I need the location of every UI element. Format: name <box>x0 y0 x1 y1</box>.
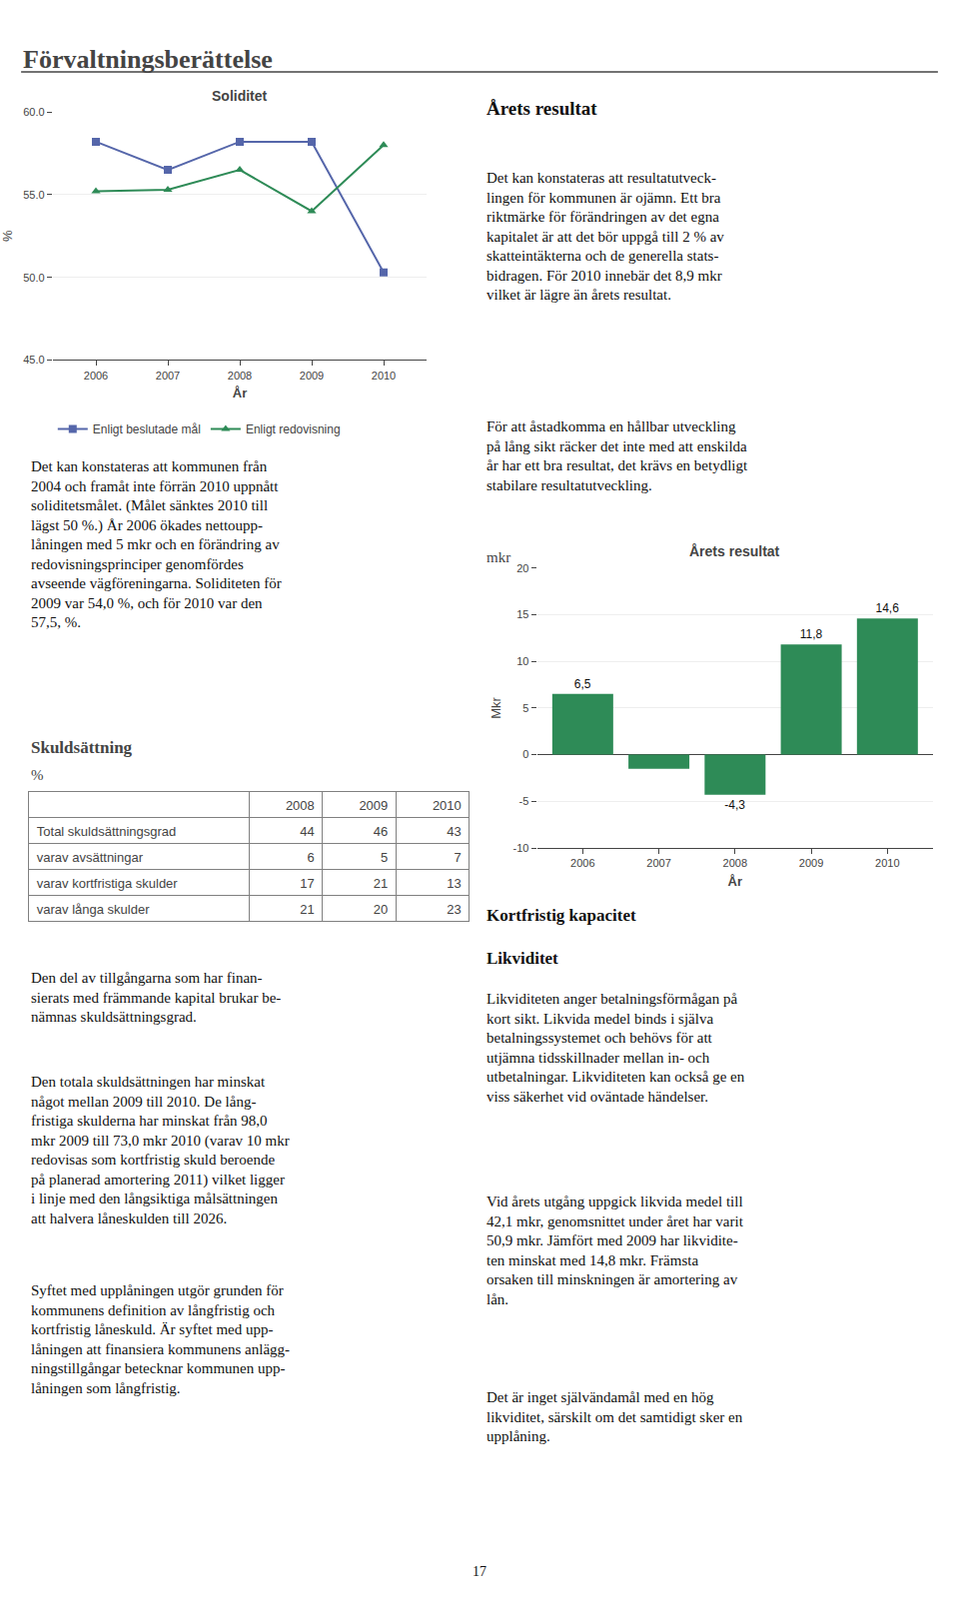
svg-text:7: 7 <box>454 850 462 866</box>
svg-text:För att åstadkomma en hållbar: För att åstadkomma en hållbar utveckling… <box>486 418 749 494</box>
svg-text:21: 21 <box>373 876 388 892</box>
svg-text:Den totala skuldsättningen har: Den totala skuldsättningen har minskatnå… <box>30 1073 290 1227</box>
svg-text:20: 20 <box>373 902 388 918</box>
svg-text:11,8: 11,8 <box>800 627 824 642</box>
svg-text:55.0: 55.0 <box>22 188 44 201</box>
svg-text:Den del av tillgångarna som ha: Den del av tillgångarna som har finan-si… <box>30 969 281 1025</box>
svg-text:-10: -10 <box>512 842 529 855</box>
svg-text:23: 23 <box>446 902 461 918</box>
svg-text:2009: 2009 <box>799 857 824 870</box>
svg-text:-4,3: -4,3 <box>724 798 746 813</box>
svg-text:Enligt redovisning: Enligt redovisning <box>245 422 341 437</box>
svg-text:Total skuldsättningsgrad: Total skuldsättningsgrad <box>36 824 176 840</box>
svg-text:Det kan konstateras att result: Det kan konstateras att resultatutveck-l… <box>486 169 725 303</box>
svg-text:varav kortfristiga skulder: varav kortfristiga skulder <box>36 876 179 892</box>
svg-text:0: 0 <box>522 748 529 761</box>
svg-text:5: 5 <box>522 702 529 715</box>
svg-text:2009: 2009 <box>299 369 324 382</box>
svg-text:Soliditet: Soliditet <box>211 87 268 104</box>
svg-text:60.0: 60.0 <box>22 105 44 118</box>
svg-text:6: 6 <box>307 850 315 866</box>
svg-text:17: 17 <box>299 876 314 892</box>
svg-text:2010: 2010 <box>371 369 396 382</box>
svg-text:21: 21 <box>299 902 314 918</box>
svg-text:6,5: 6,5 <box>574 677 592 692</box>
svg-text:17: 17 <box>472 1564 487 1580</box>
svg-text:2008: 2008 <box>227 369 252 382</box>
svg-text:År: År <box>728 874 743 890</box>
svg-text:2006: 2006 <box>570 857 595 870</box>
svg-text:varav avsättningar: varav avsättningar <box>36 850 144 866</box>
svg-text:%: % <box>30 767 44 784</box>
svg-text:2006: 2006 <box>83 369 108 382</box>
svg-text:-5: -5 <box>519 795 530 808</box>
svg-text:Det kan konstateras att kommun: Det kan konstateras att kommunen från200… <box>30 458 282 631</box>
svg-text:Årets resultat: Årets resultat <box>486 97 598 119</box>
svg-text:Enligt beslutade mål: Enligt beslutade mål <box>92 422 201 437</box>
svg-text:50.0: 50.0 <box>22 271 44 284</box>
svg-text:Syftet med upplåningen utgör g: Syftet med upplåningen utgör grunden för… <box>30 1282 290 1397</box>
svg-text:År: År <box>232 385 247 401</box>
svg-text:2010: 2010 <box>875 857 900 870</box>
svg-text:Likviditet: Likviditet <box>486 949 559 968</box>
svg-text:Vid årets utgång uppgick likvi: Vid årets utgång uppgick likvida medel t… <box>486 1193 745 1308</box>
svg-text:43: 43 <box>446 824 461 840</box>
svg-text:13: 13 <box>446 876 461 892</box>
svg-text:varav långa skulder: varav långa skulder <box>36 902 150 918</box>
svg-text:2008: 2008 <box>285 798 315 814</box>
svg-text:Likviditeten anger betalningsf: Likviditeten anger betalningsförmågan på… <box>486 990 746 1105</box>
svg-text:Kortfristig kapacitet: Kortfristig kapacitet <box>486 906 637 926</box>
svg-text:2008: 2008 <box>723 857 748 870</box>
svg-text:15: 15 <box>516 608 529 621</box>
svg-text:2010: 2010 <box>432 798 462 814</box>
svg-text:2007: 2007 <box>646 857 671 870</box>
svg-text:2007: 2007 <box>155 369 180 382</box>
svg-text:45.0: 45.0 <box>22 353 44 366</box>
svg-text:Mkr: Mkr <box>488 696 504 719</box>
svg-text:14,6: 14,6 <box>875 601 900 616</box>
svg-text:Förvaltningsberättelse: Förvaltningsberättelse <box>22 44 273 74</box>
svg-text:Årets resultat: Årets resultat <box>689 543 781 560</box>
svg-text:2009: 2009 <box>358 798 388 814</box>
svg-text:20: 20 <box>516 562 529 575</box>
svg-text:44: 44 <box>299 824 314 840</box>
svg-text:46: 46 <box>373 824 388 840</box>
svg-text:%: % <box>0 229 15 242</box>
svg-text:Skuldsättning: Skuldsättning <box>30 738 133 758</box>
svg-text:10: 10 <box>516 655 529 668</box>
svg-text:mkr: mkr <box>486 549 511 566</box>
svg-text:Det är inget självändamål med: Det är inget självändamål med en höglikv… <box>486 1389 744 1445</box>
svg-text:5: 5 <box>380 850 388 866</box>
